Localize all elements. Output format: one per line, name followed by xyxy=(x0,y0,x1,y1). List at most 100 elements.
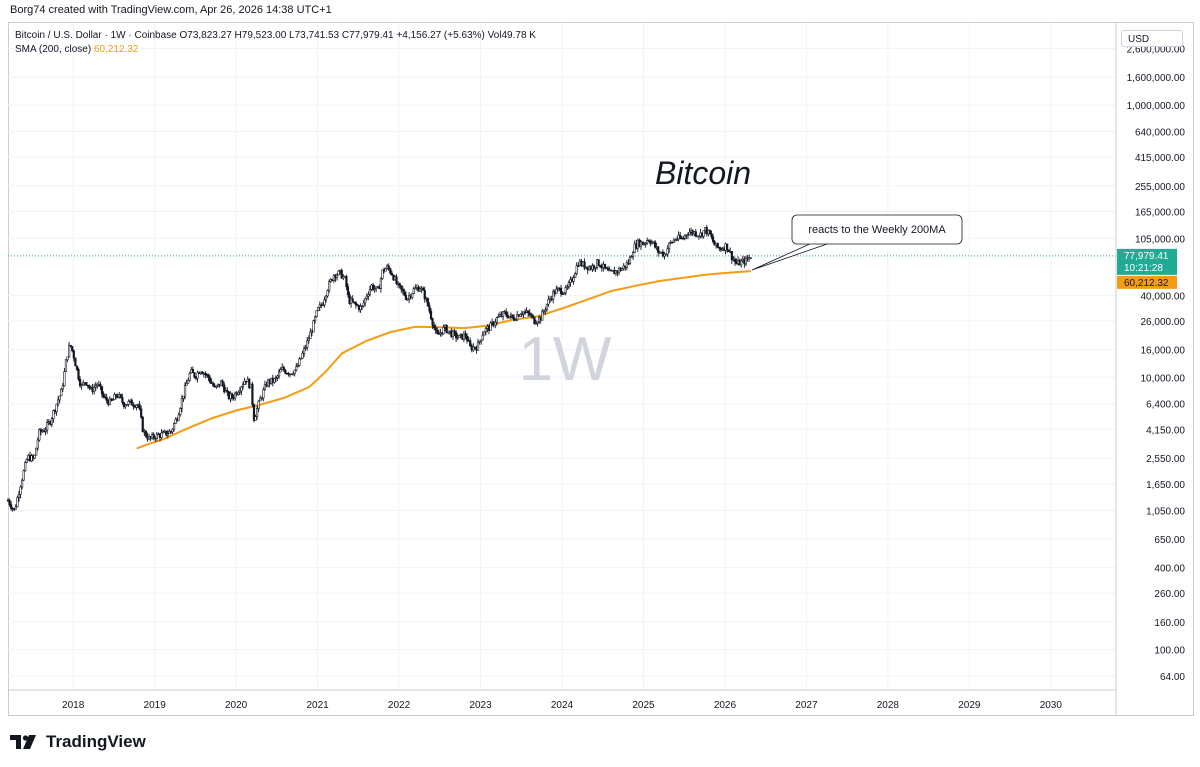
candle xyxy=(55,403,58,416)
candle xyxy=(726,243,729,253)
candle xyxy=(606,265,610,271)
bar-countdown: 10:21:28 xyxy=(1124,263,1163,274)
candle xyxy=(127,399,130,407)
candle xyxy=(686,232,690,240)
candle xyxy=(555,285,558,295)
candle xyxy=(716,242,719,249)
x-tick-label: 2019 xyxy=(144,700,167,711)
candle xyxy=(177,412,180,421)
candle xyxy=(237,390,240,396)
candle xyxy=(489,321,492,331)
candle xyxy=(371,283,375,292)
callout-text: reacts to the Weekly 200MA xyxy=(808,224,946,236)
candle xyxy=(412,286,415,295)
candle xyxy=(317,306,320,312)
candle xyxy=(464,330,467,340)
candle xyxy=(174,417,177,424)
candle xyxy=(404,291,408,301)
currency-button[interactable]: USD xyxy=(1121,30,1183,47)
candle xyxy=(727,249,730,253)
candle xyxy=(711,233,715,244)
candle xyxy=(594,266,597,272)
sma-price-value: 60,212.32 xyxy=(1124,278,1169,289)
x-tick-label: 2025 xyxy=(632,700,655,711)
candle xyxy=(533,316,536,325)
x-tick-label: 2026 xyxy=(714,700,737,711)
candle xyxy=(121,393,124,405)
candle xyxy=(262,387,265,402)
candle xyxy=(694,229,697,238)
candle xyxy=(528,309,531,317)
candle xyxy=(323,296,326,308)
sma-200-line[interactable] xyxy=(136,270,752,450)
candle xyxy=(259,395,262,402)
candle xyxy=(389,267,392,275)
legend-symbol-line: Bitcoin / U.S. Dollar · 1W · Coinbase O7… xyxy=(15,30,536,41)
candle xyxy=(80,383,83,390)
candle xyxy=(99,381,102,391)
candle xyxy=(282,365,285,372)
y-tick-label: 1,600,000.00 xyxy=(1127,73,1186,84)
candle xyxy=(379,277,382,293)
candle xyxy=(472,343,475,352)
brand-name: TradingView xyxy=(46,732,146,751)
candle xyxy=(345,274,348,291)
candle xyxy=(58,395,61,404)
candle xyxy=(226,387,229,397)
y-tick-label: 160.00 xyxy=(1154,618,1185,629)
tradingview-logo[interactable]: TradingView xyxy=(10,732,146,752)
candle xyxy=(74,357,77,367)
candle xyxy=(102,391,105,399)
candle xyxy=(641,241,644,246)
candle xyxy=(454,329,458,343)
candle xyxy=(234,391,237,401)
y-tick-label: 640,000.00 xyxy=(1135,127,1185,138)
candle xyxy=(451,329,455,340)
candle xyxy=(68,341,71,358)
candle xyxy=(312,319,315,333)
candle xyxy=(100,386,104,399)
candle xyxy=(541,308,544,321)
candle xyxy=(418,286,422,292)
candle xyxy=(395,273,398,286)
legend-symbol[interactable]: Bitcoin / U.S. Dollar · 1W · Coinbase xyxy=(15,30,177,41)
candle xyxy=(238,387,241,396)
candle xyxy=(223,381,226,394)
candle xyxy=(309,328,312,340)
candle xyxy=(564,285,567,296)
candle xyxy=(527,310,530,318)
candle xyxy=(14,504,17,510)
candle xyxy=(469,337,472,347)
candle xyxy=(72,349,75,362)
candle xyxy=(453,328,456,336)
candle xyxy=(360,305,364,311)
candle xyxy=(21,478,24,490)
candle xyxy=(749,257,752,259)
candle xyxy=(63,368,66,387)
candle xyxy=(135,404,138,411)
candle xyxy=(445,324,448,334)
candle xyxy=(108,396,111,406)
candle xyxy=(679,231,682,240)
candle xyxy=(514,318,517,322)
candle xyxy=(160,429,163,440)
candle xyxy=(138,400,141,411)
candle xyxy=(675,236,679,242)
annotation-callout[interactable]: reacts to the Weekly 200MA xyxy=(751,214,963,271)
candle xyxy=(155,431,158,441)
candle xyxy=(531,313,534,320)
legend-sma-line: SMA (200, close) 60,212.32 xyxy=(15,44,138,55)
candle xyxy=(617,266,621,276)
candle xyxy=(24,460,27,472)
chart-frame xyxy=(8,22,1194,716)
legend-open: O73,823.27 xyxy=(179,30,232,41)
legend-low: L73,741.53 xyxy=(289,30,340,41)
candle xyxy=(257,399,260,413)
candle xyxy=(368,285,372,297)
candle xyxy=(433,322,436,331)
candle xyxy=(376,285,379,289)
legend-sma-label[interactable]: SMA (200, close) xyxy=(15,44,92,55)
candle xyxy=(653,240,657,249)
candle xyxy=(193,372,196,379)
